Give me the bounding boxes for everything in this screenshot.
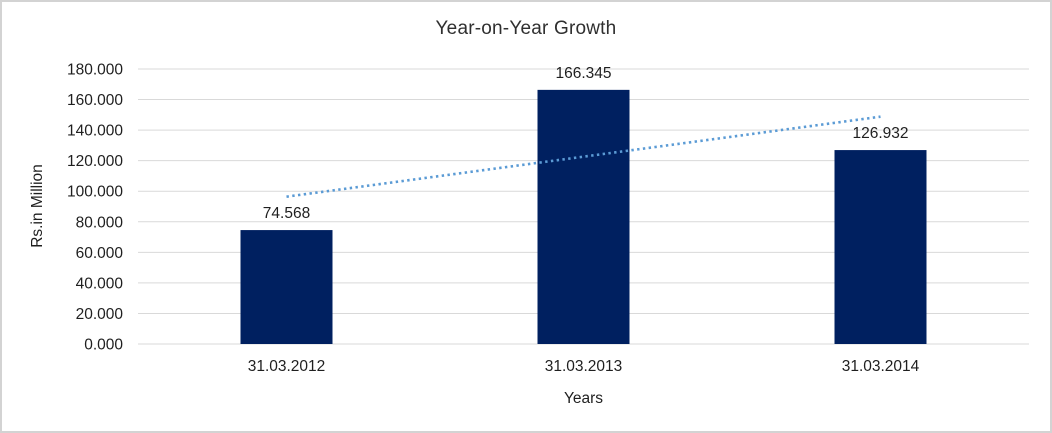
x-axis-title: Years [563, 390, 604, 407]
bar [240, 230, 333, 344]
trendline [286, 115, 881, 198]
data-label: 126.932 [852, 125, 908, 142]
bar [537, 89, 630, 344]
y-tick-label: 60.000 [76, 245, 124, 262]
y-tick-label: 140.000 [67, 123, 123, 140]
bar [834, 150, 927, 344]
y-tick-label: 80.000 [76, 214, 124, 231]
data-label: 166.345 [555, 65, 611, 82]
data-label: 74.568 [263, 205, 310, 222]
y-tick-label: 160.000 [67, 92, 123, 109]
y-tick-label: 120.000 [67, 153, 123, 170]
y-tick-label: 180.000 [67, 62, 123, 79]
y-tick-label: 100.000 [67, 184, 123, 201]
x-category-label: 31.03.2013 [545, 358, 623, 375]
y-axis-title: Rs.in Million [29, 164, 46, 248]
x-category-label: 31.03.2012 [248, 358, 326, 375]
x-category-label: 31.03.2014 [842, 358, 920, 375]
y-tick-label: 0.000 [84, 337, 123, 354]
y-tick-label: 40.000 [76, 275, 124, 292]
y-tick-label: 20.000 [76, 306, 124, 323]
chart-title: Year-on-Year Growth [435, 18, 617, 39]
